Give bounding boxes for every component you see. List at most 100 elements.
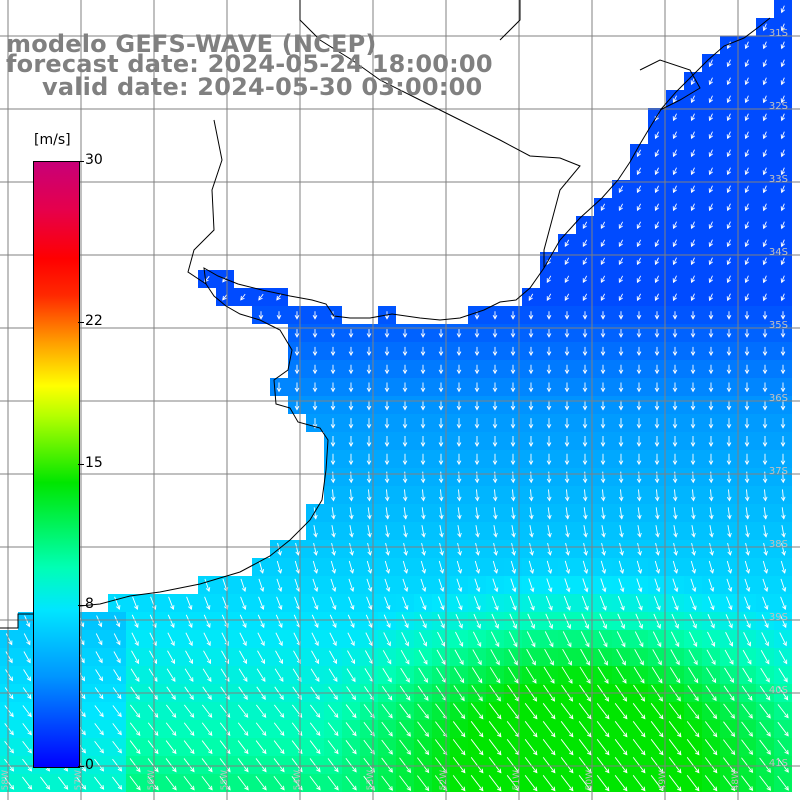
wind-arrow — [780, 239, 786, 248]
wind-arrow — [600, 471, 606, 484]
wind-arrow — [600, 382, 606, 393]
wind-arrow — [723, 703, 736, 719]
wind-arrow — [203, 650, 211, 665]
wind-arrow — [617, 595, 625, 611]
wind-arrow — [258, 560, 265, 574]
wind-arrow — [690, 435, 696, 447]
wind-arrow — [780, 5, 786, 14]
lat-label: 34S — [769, 247, 788, 258]
wind-arrow — [492, 418, 498, 429]
wind-arrow — [618, 203, 624, 212]
wind-arrow — [456, 329, 462, 338]
wind-arrow — [524, 721, 538, 738]
wind-arrow — [690, 221, 695, 230]
wind-arrow — [690, 113, 695, 122]
wind-arrow — [708, 167, 713, 176]
wind-arrow — [672, 560, 679, 574]
wind-arrow — [619, 542, 624, 556]
wind-arrow — [542, 721, 556, 738]
wind-arrow — [634, 649, 644, 666]
wind-arrow — [744, 382, 750, 393]
wind-arrow — [762, 23, 768, 32]
wind-arrow — [708, 400, 714, 411]
wind-arrow — [474, 560, 481, 574]
wind-arrow — [546, 453, 552, 466]
wind-arrow — [420, 329, 426, 338]
wind-arrow — [634, 631, 644, 648]
wind-arrow — [726, 203, 731, 212]
wind-arrow — [348, 418, 354, 429]
wind-arrow — [708, 489, 714, 502]
wind-arrow — [327, 704, 339, 719]
wind-arrow — [708, 239, 713, 248]
wind-arrow — [636, 435, 642, 447]
model-title: modelo GEFS-WAVE (NCEP) — [6, 30, 377, 58]
wind-arrow — [582, 418, 588, 429]
wind-arrow — [691, 525, 696, 538]
wind-arrow — [763, 525, 768, 538]
wind-arrow — [671, 613, 679, 629]
wind-arrow — [744, 59, 750, 68]
wind-arrow — [706, 649, 716, 666]
wind-arrow — [726, 41, 731, 50]
wind-arrow — [744, 239, 750, 248]
wind-arrow — [470, 775, 484, 792]
wind-arrow — [761, 632, 769, 647]
lon-label: 56W — [147, 770, 157, 790]
wind-arrow — [614, 775, 628, 792]
wind-arrow — [470, 757, 484, 774]
wind-arrow — [709, 525, 714, 538]
wind-arrow — [618, 185, 624, 194]
wind-arrow — [399, 739, 412, 755]
wind-arrow — [618, 400, 624, 411]
wind-arrow — [690, 185, 695, 194]
wind-arrow — [601, 525, 606, 538]
wind-arrow — [600, 453, 606, 466]
wind-arrow — [762, 578, 769, 593]
wind-arrow — [312, 364, 318, 375]
wind-arrow — [331, 507, 336, 520]
colorbar-tick-mark — [78, 322, 84, 324]
wind-arrow — [524, 757, 538, 774]
wind-arrow — [614, 703, 628, 720]
wind-arrow — [618, 311, 624, 320]
wind-arrow — [474, 435, 480, 447]
wind-arrow — [22, 705, 32, 718]
border-line — [499, 0, 521, 41]
wind-arrow — [490, 631, 500, 648]
lat-label: 35S — [769, 320, 788, 331]
wind-arrow — [438, 578, 445, 593]
wind-arrow — [672, 311, 678, 320]
wind-arrow — [327, 740, 339, 755]
wind-arrow — [582, 435, 588, 447]
wind-arrow — [470, 703, 484, 720]
wind-arrow — [276, 382, 282, 393]
wind-arrow — [690, 131, 695, 140]
wind-arrow — [240, 578, 247, 593]
wind-arrow — [330, 560, 337, 574]
wind-arrow — [129, 722, 141, 737]
wind-arrow — [365, 614, 373, 629]
wind-arrow — [564, 453, 570, 466]
wind-arrow — [438, 471, 444, 484]
wind-arrow — [744, 185, 750, 194]
wind-arrow — [726, 59, 731, 68]
wind-arrow — [582, 453, 588, 466]
wind-arrow — [672, 167, 677, 176]
coastline — [0, 0, 771, 629]
wind-arrow — [744, 257, 750, 266]
wind-arrow — [725, 614, 733, 629]
wind-arrow — [255, 740, 267, 755]
wind-arrow — [273, 740, 285, 755]
wind-arrow — [240, 293, 246, 301]
wind-arrow — [330, 364, 336, 375]
wind-arrow — [399, 757, 412, 773]
wind-arrow — [726, 185, 731, 194]
wind-arrow — [402, 489, 408, 502]
wind-arrow — [655, 507, 660, 520]
lon-label: 50W — [585, 770, 595, 790]
forecast-date: forecast date: 2024-05-24 18:00:00 — [6, 50, 493, 78]
wind-arrow — [165, 722, 177, 737]
wind-arrow — [345, 757, 357, 773]
wind-arrow — [560, 757, 574, 774]
